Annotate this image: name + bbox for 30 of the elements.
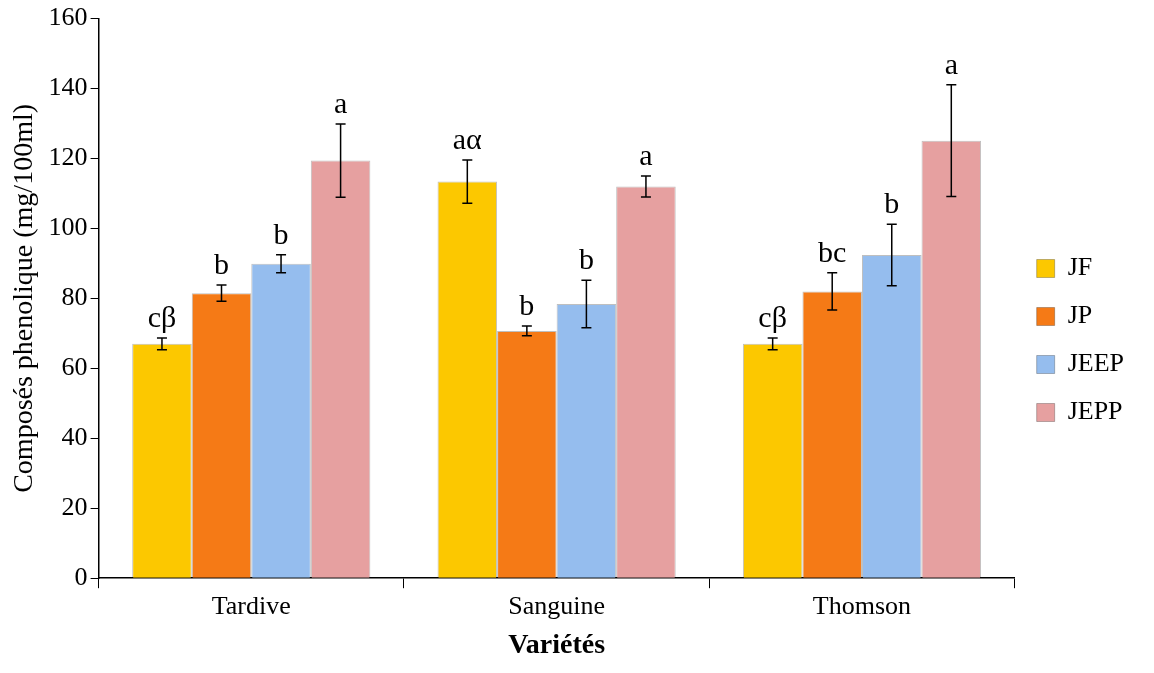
annotation: a (944, 46, 958, 80)
y-tick-label: 40 (61, 422, 88, 452)
annotation: a (639, 137, 653, 171)
x-tick-label: Thomson (812, 590, 912, 620)
x-axis-title: Variétés (508, 628, 606, 660)
y-axis-title: Composés phenolique (mg/100ml) (7, 103, 39, 493)
y-tick-label: 0 (74, 562, 88, 592)
y-tick-label: 80 (61, 282, 88, 312)
y-tick-label: 140 (48, 72, 88, 102)
annotation: b (578, 242, 594, 276)
annotation: a (333, 85, 348, 119)
x-tick-label: Tardive (211, 590, 291, 620)
y-tick-label: 120 (48, 142, 88, 172)
y-tick-label: 100 (48, 212, 88, 242)
y-tick-label: 160 (48, 2, 88, 32)
legend-label: JEPP (1067, 396, 1123, 426)
annotation: aα (452, 121, 483, 155)
x-tick-label: Sanguine (508, 590, 606, 620)
legend-label: JP (1067, 300, 1093, 330)
y-tick-label: 20 (61, 492, 88, 522)
annotation: b (519, 287, 535, 321)
annotation: b (273, 216, 289, 250)
annotation: cβ (147, 299, 177, 333)
legend-label: JEEP (1067, 348, 1124, 378)
y-tick-label: 60 (61, 352, 88, 382)
annotation: cβ (758, 299, 787, 333)
annotation: b (884, 186, 900, 220)
legend-label: JF (1067, 252, 1093, 282)
annotation: bc (818, 234, 847, 268)
annotation: b (214, 246, 229, 280)
